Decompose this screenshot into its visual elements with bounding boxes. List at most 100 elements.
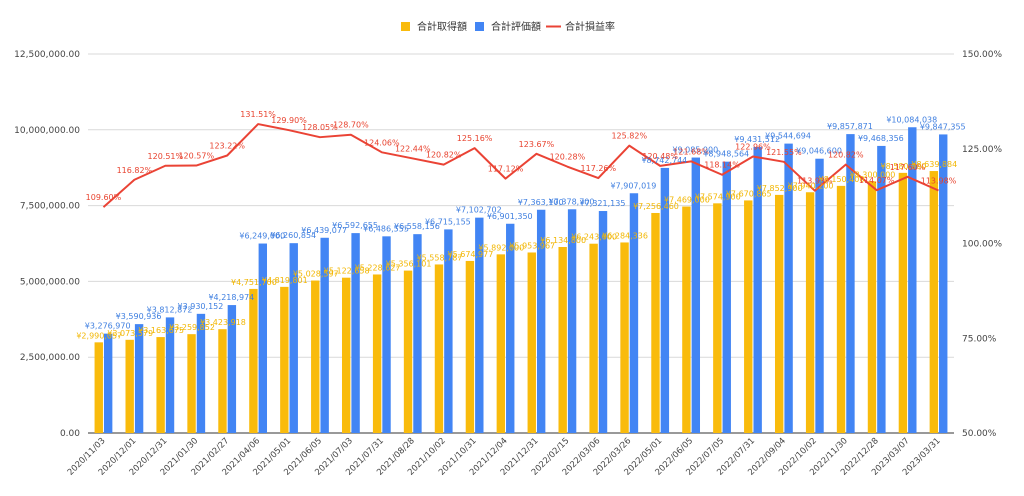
- bar-valuation: [567, 209, 577, 433]
- rate-label: 114.07%: [859, 176, 895, 185]
- y-tick-label: 10,000,000.00: [14, 126, 80, 136]
- bar-valuation: [475, 217, 484, 433]
- rate-label: 124.06%: [364, 138, 400, 147]
- valuation-label: ¥7,102,702: [456, 206, 502, 215]
- legend-label: 合計取得額: [417, 20, 467, 33]
- bar-acquisition-cost: [682, 206, 691, 433]
- data-labels: ¥2,990,057¥3,276,970109.60%¥3,073,579¥3,…: [76, 110, 965, 340]
- rate-label: 123.67%: [519, 140, 555, 149]
- rate-label: 122.44%: [395, 144, 431, 153]
- rate-label: 128.05%: [302, 123, 338, 132]
- bar-valuation: [660, 167, 670, 434]
- valuation-label: ¥3,276,970: [85, 322, 131, 331]
- bar-acquisition-cost: [651, 212, 660, 433]
- bar-acquisition-cost: [434, 264, 444, 433]
- bar-acquisition-cost: [589, 243, 598, 433]
- y2-tick-label: 150.00%: [962, 50, 1002, 60]
- acquisition-cost-label: ¥7,852,900: [757, 184, 803, 193]
- acquisition-cost-label: ¥3,259,852: [169, 323, 215, 332]
- legend-swatch: [475, 22, 484, 31]
- bar-valuation: [939, 134, 948, 433]
- legend: 合計取得額 合計評価額 合計損益率: [401, 20, 615, 33]
- bar-valuation: [444, 229, 453, 433]
- bar-valuation: [413, 234, 422, 433]
- rate-label: 109.60%: [86, 193, 122, 202]
- valuation-label: ¥4,218,974: [208, 293, 254, 302]
- legend-label: 合計損益率: [565, 20, 615, 33]
- acquisition-cost-label: ¥8,150,400: [819, 175, 865, 184]
- y2-tick-label: 100.00%: [962, 240, 1002, 250]
- bar-acquisition-cost: [805, 192, 815, 433]
- valuation-label: ¥7,907,019: [611, 181, 657, 190]
- bar-valuation: [784, 143, 793, 434]
- y-tick-label: 12,500,000.00: [14, 50, 80, 60]
- bar-acquisition-cost: [898, 172, 908, 433]
- valuation-label: ¥7,321,135: [580, 199, 626, 208]
- rate-label: 129.90%: [271, 116, 307, 125]
- y2-tick-label: 75.00%: [962, 334, 997, 344]
- y-tick-label: 0.00: [60, 429, 80, 439]
- valuation-label: ¥6,260,854: [270, 231, 316, 240]
- bar-valuation: [753, 147, 762, 433]
- bar-acquisition-cost: [372, 274, 382, 433]
- bar-acquisition-cost: [836, 185, 846, 433]
- acquisition-cost-label: ¥5,122,658: [324, 267, 370, 276]
- rate-label: 117.12%: [488, 165, 524, 174]
- bar-valuation: [908, 127, 917, 434]
- valuation-label: ¥9,857,871: [827, 122, 873, 131]
- valuation-label: ¥7,363,100: [518, 198, 564, 207]
- y-tick-label: 7,500,000.00: [20, 202, 80, 212]
- rate-line-path: [102, 123, 939, 208]
- rate-label: 120.57%: [178, 152, 214, 161]
- valuation-label: ¥3,590,936: [116, 312, 162, 321]
- acquisition-cost-label: ¥8,639,884: [911, 160, 957, 169]
- rate-label: 120.82%: [828, 151, 864, 160]
- acquisition-cost-label: ¥6,134,800: [540, 236, 586, 245]
- bar-valuation: [877, 145, 886, 434]
- rate-label: 125.82%: [611, 132, 647, 141]
- bar-valuation: [691, 157, 701, 434]
- acquisition-cost-label: ¥8,580,000: [881, 162, 927, 171]
- acquisition-cost-label: ¥5,228,627: [355, 263, 401, 272]
- valuation-label: ¥9,847,355: [920, 122, 966, 131]
- legend-swatch: [401, 22, 410, 31]
- valuation-label: ¥6,715,155: [425, 217, 471, 226]
- legend-label: 合計評価額: [491, 20, 541, 33]
- valuation-label: ¥9,468,356: [858, 134, 904, 143]
- valuation-label: ¥6,249,000: [239, 232, 285, 241]
- bar-acquisition-cost: [867, 181, 877, 433]
- bar-acquisition-cost: [125, 339, 134, 433]
- acquisition-cost-label: ¥7,469,000: [664, 196, 710, 205]
- rate-label: 125.16%: [457, 134, 493, 143]
- bar-valuation: [165, 317, 175, 433]
- acquisition-cost-label: ¥4,751,700: [231, 278, 277, 287]
- legend-item: 合計損益率: [546, 20, 615, 33]
- acquisition-cost-label: ¥7,670,865: [726, 189, 772, 198]
- acquisition-cost-label: ¥5,558,787: [417, 253, 463, 262]
- acquisition-cost-label: ¥3,163,675: [138, 326, 184, 335]
- valuation-label: ¥9,431,512: [734, 135, 780, 144]
- y2-tick-label: 50.00%: [962, 429, 997, 439]
- bar-valuation: [351, 233, 360, 433]
- valuation-label: ¥9,046,600: [796, 147, 842, 156]
- acquisition-cost-label: ¥4,819,801: [262, 276, 308, 285]
- valuation-label: ¥3,930,152: [178, 302, 224, 311]
- rate-label: 116.82%: [117, 166, 153, 175]
- valuation-label: ¥10,084,038: [886, 115, 937, 124]
- rate-label: 121.68%: [673, 147, 709, 156]
- bar-valuation: [629, 193, 639, 433]
- rate-label: 120.28%: [550, 153, 586, 162]
- rate-label: 120.51%: [148, 152, 184, 161]
- valuation-label: ¥6,439,077: [301, 226, 347, 235]
- bar-acquisition-cost: [744, 200, 753, 433]
- bar-acquisition-cost: [249, 288, 258, 433]
- y-tick-label: 2,500,000.00: [20, 353, 80, 363]
- bar-acquisition-cost: [218, 329, 227, 433]
- acquisition-cost-label: ¥3,073,579: [107, 329, 153, 338]
- bar-acquisition-cost: [465, 260, 475, 433]
- bar-acquisition-cost: [280, 286, 289, 433]
- bar-acquisition-cost: [774, 194, 784, 433]
- acquisition-cost-label: ¥6,243,000: [571, 233, 617, 242]
